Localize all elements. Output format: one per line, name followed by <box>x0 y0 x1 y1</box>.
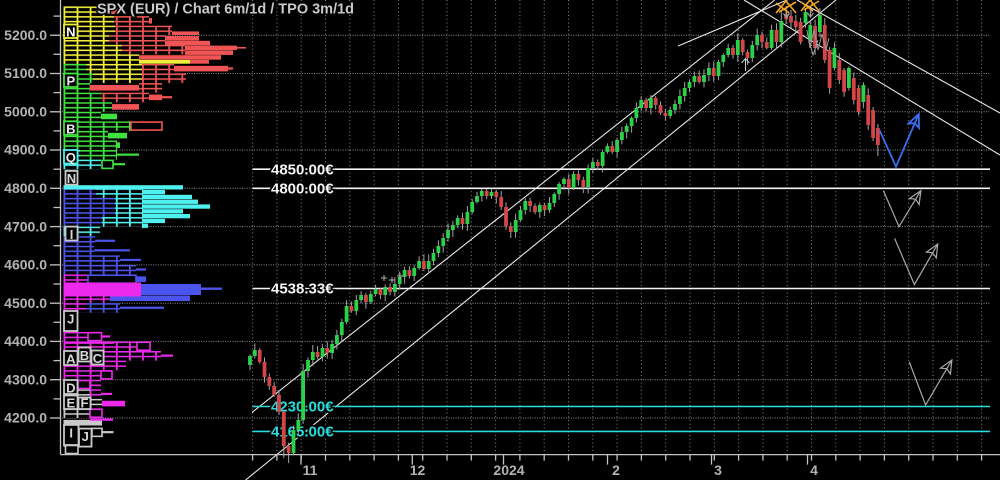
svg-text:4538.33€: 4538.33€ <box>271 281 334 298</box>
svg-text:4300.0: 4300.0 <box>4 371 47 387</box>
svg-text:SPX (EUR) / Chart 6m/1d / TPO: SPX (EUR) / Chart 6m/1d / TPO 3m/1d <box>97 2 354 18</box>
svg-text:4600.0: 4600.0 <box>4 257 47 273</box>
svg-text:F: F <box>81 396 89 411</box>
svg-text:Q: Q <box>66 150 76 165</box>
svg-text:B: B <box>80 348 89 363</box>
svg-text:N: N <box>67 171 76 186</box>
svg-text:A: A <box>66 352 76 367</box>
svg-text:4800.0: 4800.0 <box>4 180 47 196</box>
svg-text:5100.0: 5100.0 <box>4 65 47 81</box>
svg-text:4850.00€: 4850.00€ <box>271 161 334 178</box>
svg-text:5200.0: 5200.0 <box>4 27 47 43</box>
svg-text:12: 12 <box>410 462 426 478</box>
svg-text:5000.0: 5000.0 <box>4 104 47 120</box>
svg-text:4400.0: 4400.0 <box>4 333 47 349</box>
svg-text:N: N <box>66 25 75 40</box>
svg-text:C: C <box>93 351 103 366</box>
svg-text:I: I <box>70 227 74 242</box>
svg-text:2: 2 <box>612 462 620 478</box>
svg-text:E: E <box>66 396 75 411</box>
svg-text:J: J <box>82 429 89 444</box>
svg-text:I: I <box>69 425 73 440</box>
svg-text:4500.0: 4500.0 <box>4 295 47 311</box>
svg-text:4900.0: 4900.0 <box>4 142 47 158</box>
svg-text:P: P <box>66 74 75 89</box>
svg-text:3: 3 <box>714 462 722 478</box>
svg-text:4800.00€: 4800.00€ <box>271 180 334 197</box>
svg-text:2024: 2024 <box>493 462 524 478</box>
svg-text:D: D <box>66 381 75 396</box>
svg-text:4200.0: 4200.0 <box>4 410 47 426</box>
svg-text:4700.0: 4700.0 <box>4 218 47 234</box>
svg-text:4165.00€: 4165.00€ <box>271 424 334 441</box>
svg-text:J: J <box>67 312 74 327</box>
svg-text:11: 11 <box>303 462 318 478</box>
svg-text:4: 4 <box>810 462 818 478</box>
svg-text:B: B <box>66 121 75 136</box>
